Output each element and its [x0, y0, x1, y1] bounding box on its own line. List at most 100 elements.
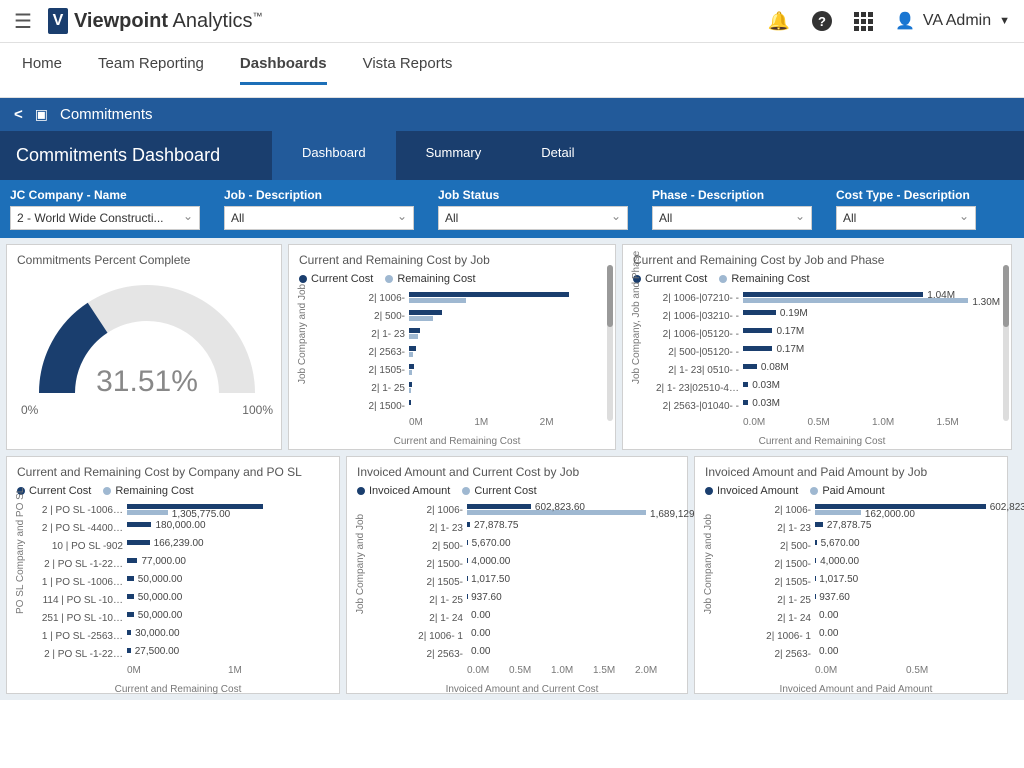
bar-row: 2| 1- 23 27,878.75 — [367, 521, 677, 535]
bar-value: 0.00 — [471, 628, 490, 639]
bar-value: 27,878.75 — [827, 520, 872, 531]
bars — [409, 328, 605, 340]
filter-select[interactable]: All — [652, 206, 812, 230]
legend-dot — [810, 487, 818, 495]
bars: 50,000.00 — [127, 594, 329, 606]
bars — [409, 400, 605, 412]
row-label: 2| 2563- — [367, 649, 463, 660]
row-label: 2| 1006-|07210- - — [643, 293, 739, 304]
bar-value: 1.30M — [972, 297, 1000, 308]
tab-detail[interactable]: Detail — [511, 131, 604, 180]
bell-icon[interactable]: 🔔 — [768, 11, 790, 32]
back-icon[interactable]: < — [14, 106, 23, 123]
row-label: 2 | PO SL -1006… — [27, 505, 123, 516]
bar-row: 2| 1- 25 937.60 — [715, 593, 997, 607]
bar-row: 251 | PO SL -10… 50,000.00 — [27, 611, 329, 625]
legend-item: Remaining Cost — [103, 485, 193, 497]
filter-select[interactable]: 2 - World Wide Constructi... — [10, 206, 200, 230]
bar-primary — [743, 382, 748, 387]
bar-row: 2| 1006- 602,823.601,689,129.60 — [367, 503, 677, 517]
bar-value: 162,000.00 — [865, 509, 915, 520]
bars: 602,823.601,689,129.60 — [467, 504, 677, 516]
hamburger-icon[interactable]: ☰ — [14, 9, 32, 34]
bars: 27,878.75 — [467, 522, 677, 534]
row-label: 2| 1- 25 — [367, 595, 463, 606]
bars — [409, 364, 605, 376]
logo-icon: V — [48, 8, 68, 34]
tab-dashboard[interactable]: Dashboard — [272, 131, 396, 180]
filter-label: Phase - Description — [652, 188, 812, 202]
filter-label: Job Status — [438, 188, 628, 202]
bars: 602,823.60162,000.00 — [815, 504, 997, 516]
x-ticks: 0.0M0.5M1.0M1.5M2.0M — [467, 665, 677, 676]
filter-label: JC Company - Name — [10, 188, 200, 202]
bar-value: 937.60 — [819, 592, 850, 603]
filter-select[interactable]: All — [224, 206, 414, 230]
bars — [409, 346, 605, 358]
nav-vista-reports[interactable]: Vista Reports — [363, 55, 453, 85]
scrollbar[interactable] — [1003, 265, 1009, 421]
bar-primary — [409, 364, 414, 369]
row-label: 2| 1006- — [309, 293, 405, 304]
bar-primary — [743, 346, 772, 351]
bar-row: 2| 1- 25 — [309, 381, 605, 395]
bar-row: 2| 1006-|05120- - 0.17M — [643, 327, 1001, 341]
brand-logo[interactable]: V Viewpoint Analytics™ — [48, 8, 263, 34]
apps-icon[interactable] — [854, 12, 873, 31]
bar-primary — [409, 292, 569, 297]
row-label: 2| 1006- — [715, 505, 811, 516]
card-title: Current and Remaining Cost by Job and Ph… — [633, 253, 1001, 267]
help-icon[interactable]: ? — [812, 11, 832, 31]
chart-card: Invoiced Amount and Current Cost by Job … — [346, 456, 688, 694]
nav-dashboards[interactable]: Dashboards — [240, 55, 327, 85]
bars: 166,239.00 — [127, 540, 329, 552]
bar-secondary — [409, 298, 466, 303]
legend-item: Invoiced Amount — [705, 485, 798, 497]
nav-team-reporting[interactable]: Team Reporting — [98, 55, 204, 85]
legend-dot — [462, 487, 470, 495]
row-label: 2| 1500- — [367, 559, 463, 570]
row-label: 1 | PO SL -2563… — [27, 631, 123, 642]
bar-primary — [127, 630, 131, 635]
bar-value: 50,000.00 — [138, 574, 183, 585]
row-label: 2| 1500- — [715, 559, 811, 570]
bars: 0.00 — [467, 630, 677, 642]
bar-value: 27,500.00 — [135, 646, 180, 657]
row-label: 2| 2563-|01040- - — [643, 401, 739, 412]
scrollbar[interactable] — [607, 265, 613, 421]
chart-card: Invoiced Amount and Paid Amount by Job I… — [694, 456, 1008, 694]
bar-value: 0.03M — [752, 380, 780, 391]
chart-card: Current and Remaining Cost by Company an… — [6, 456, 340, 694]
row-label: 2| 1006- 1 — [367, 631, 463, 642]
legend-item: Remaining Cost — [719, 273, 809, 285]
y-axis-label: Job Company and Job — [355, 514, 366, 614]
bar-row: 2 | PO SL -1-22… 77,000.00 — [27, 557, 329, 571]
row-label: 2| 500-|05120- - — [643, 347, 739, 358]
row-label: 2| 1505- — [309, 365, 405, 376]
bar-primary — [409, 400, 411, 405]
crumb-label: Commitments — [60, 106, 153, 123]
row-label: 2| 1- 23 — [309, 329, 405, 340]
bars: 0.08M — [743, 364, 1001, 376]
filter-select[interactable]: All — [438, 206, 628, 230]
bars: 0.03M — [743, 400, 1001, 412]
title-row: Commitments Dashboard DashboardSummaryDe… — [0, 131, 1024, 180]
bars: 0.00 — [815, 648, 997, 660]
bar-secondary — [409, 352, 413, 357]
bar-value: 0.17M — [776, 344, 804, 355]
user-menu[interactable]: 👤 VA Admin ▼ — [895, 11, 1010, 31]
bar-primary — [127, 594, 134, 599]
row-label: 2| 1- 23| 0510- - — [643, 365, 739, 376]
legend: Current CostRemaining Cost — [633, 273, 1001, 285]
bars: 77,000.00 — [127, 558, 329, 570]
bar-row: 2| 2563- — [309, 345, 605, 359]
filter-select[interactable]: All — [836, 206, 976, 230]
bar-row: 2| 1- 23 — [309, 327, 605, 341]
tab-summary[interactable]: Summary — [396, 131, 512, 180]
row-label: 2| 500- — [367, 541, 463, 552]
row-label: 2| 2563- — [715, 649, 811, 660]
bar-primary — [127, 522, 151, 527]
card-title: Commitments Percent Complete — [17, 253, 271, 267]
nav-home[interactable]: Home — [22, 55, 62, 85]
x-axis-label: Invoiced Amount and Current Cost — [367, 684, 677, 695]
